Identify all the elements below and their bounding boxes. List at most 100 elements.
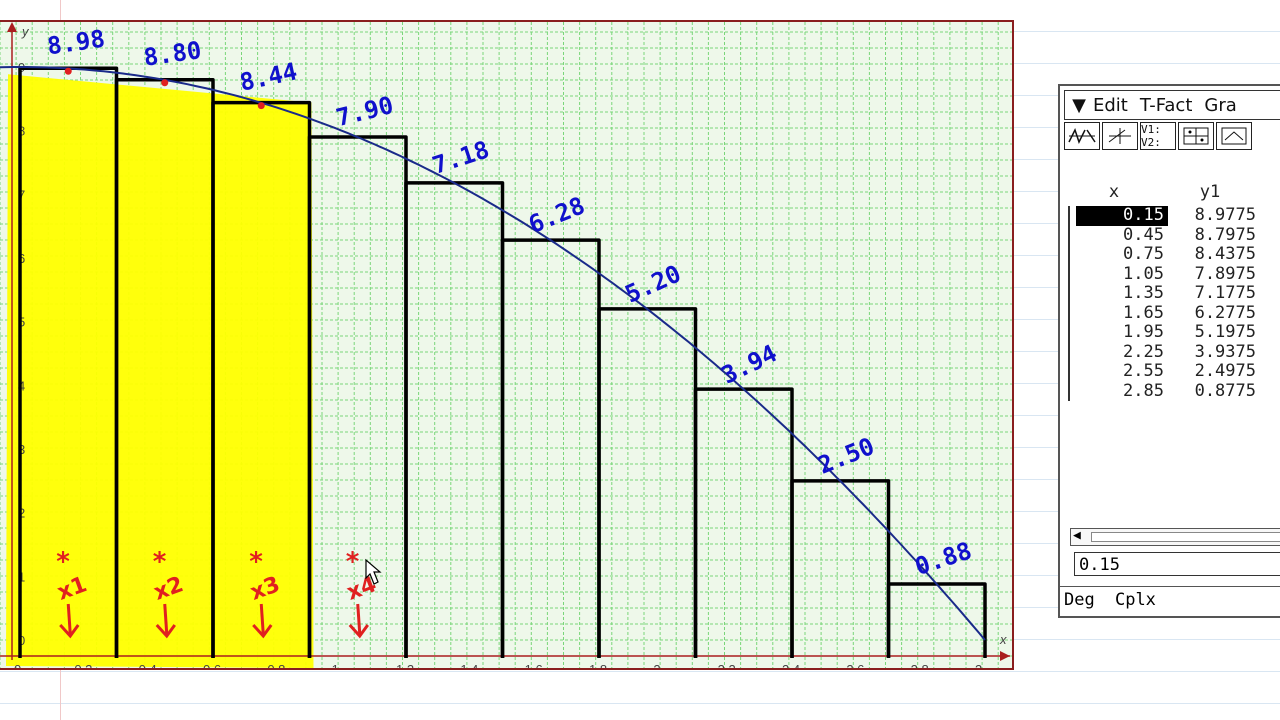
x-tick-label: 1 — [332, 662, 339, 668]
table-row[interactable]: 1.35 7.1775 — [1076, 283, 1280, 304]
calculator-menubar: ▼ Edit T-Fact Gra — [1064, 90, 1280, 120]
calculator-table-panel[interactable]: ▼ Edit T-Fact Gra V1: V2: x y1 0.15 8.977… — [1058, 84, 1280, 618]
calculator-toolbar: V1: V2: — [1064, 122, 1280, 152]
highlight-region — [6, 74, 314, 668]
graph-icon[interactable] — [1064, 122, 1100, 150]
down-arrow-head — [155, 623, 176, 639]
scroll-left-icon[interactable]: ◀ — [1073, 528, 1081, 543]
cell-y1[interactable]: 8.9775 — [1194, 205, 1256, 225]
hand-cursor — [365, 558, 382, 585]
down-arrow — [356, 603, 362, 635]
x-tick-label: 0.6 — [203, 662, 221, 668]
star-marker: * — [346, 547, 360, 577]
bar — [693, 387, 794, 658]
table-row[interactable]: 1.65 6.2775 — [1076, 302, 1280, 324]
x-tick-label: 1.8 — [589, 662, 607, 668]
bar-value-label: 7.90 — [333, 91, 396, 132]
angle-mode-status: Deg — [1064, 590, 1095, 610]
yellow-highlight — [6, 74, 314, 668]
bar-value-label: 5.20 — [621, 260, 685, 309]
menu-t-fact[interactable]: T-Fact — [1139, 94, 1193, 116]
table-row[interactable]: 1.05 7.8975 — [1076, 263, 1280, 285]
x-tick-label: 2.4 — [782, 662, 800, 668]
x-tick-label: 2.6 — [846, 662, 864, 668]
x-tick-label: 2 — [653, 662, 660, 668]
table-graph-icon[interactable] — [1102, 122, 1138, 150]
cell-y1[interactable]: 8.7975 — [1194, 224, 1256, 245]
cell-y1[interactable]: 2.4975 — [1194, 361, 1256, 381]
sample-point — [161, 79, 169, 87]
sample-point — [64, 67, 72, 75]
cell-x[interactable]: 2.55 — [1123, 361, 1164, 381]
column-header-y1: y1 — [1199, 182, 1221, 202]
bar-value-label: 2.50 — [814, 432, 878, 480]
menu-chevron-icon[interactable]: ▼ — [1072, 94, 1086, 116]
star-marker: * — [153, 547, 167, 577]
x-axis-label: x — [999, 632, 1007, 647]
status-bar: Deg Cplx — [1060, 586, 1280, 612]
bar-value-label: 8.44 — [237, 57, 299, 96]
down-arrow — [66, 603, 72, 635]
scroll-thumb[interactable] — [1091, 532, 1280, 542]
cell-x[interactable]: 1.95 — [1123, 322, 1164, 342]
cell-x[interactable]: 0.45 — [1123, 224, 1164, 245]
horizontal-scrollbar[interactable]: ◀ — [1070, 528, 1280, 546]
star-marker: * — [249, 547, 263, 577]
cell-y1[interactable]: 3.9375 — [1194, 341, 1256, 362]
cell-y1[interactable]: 8.4375 — [1194, 244, 1256, 264]
grid-icon[interactable] — [1178, 122, 1214, 150]
y-axis-arrow — [7, 22, 17, 32]
bar — [597, 307, 698, 658]
down-arrow — [259, 603, 265, 635]
cell-y1[interactable]: 0.8775 — [1194, 380, 1256, 401]
cell-x[interactable]: 2.25 — [1123, 341, 1164, 362]
x-tick-label: 2.2 — [718, 662, 736, 668]
menu-graph[interactable]: Gra — [1204, 94, 1237, 116]
bar-value-label: 8.98 — [45, 25, 106, 61]
cell-y1[interactable]: 5.1975 — [1194, 322, 1256, 342]
cell-x[interactable]: 2.85 — [1123, 380, 1164, 401]
down-arrow-head — [59, 623, 80, 639]
bar-value-label: 8.80 — [142, 36, 203, 72]
bar — [404, 181, 505, 658]
table-row[interactable]: 2.55 2.4975 — [1076, 361, 1280, 382]
settings-icon[interactable] — [1216, 122, 1252, 150]
function-curve — [0, 66, 986, 641]
cell-x[interactable]: 0.75 — [1123, 244, 1164, 264]
cell-x[interactable]: 1.35 — [1123, 283, 1164, 303]
x-tick-label: 1.4 — [460, 662, 478, 668]
bar-value-label: 6.28 — [525, 191, 589, 239]
cell-y1[interactable]: 7.8975 — [1194, 263, 1256, 284]
x-tick-label: 3 — [975, 662, 982, 668]
table-body: 0.15 8.9775 0.45 8.7975 0.75 8.4375 1.05 7.8975… — [1068, 205, 1280, 402]
cell-x[interactable]: 1.65 — [1123, 302, 1164, 323]
bar — [790, 479, 891, 658]
down-arrow — [163, 603, 169, 635]
graph-canvas[interactable]: x y 0 0.2 0.4 0.6 0.8 1 1.2 1.4 1.6 1.8 2 2.2 2.4 2.6 2.… — [0, 22, 1012, 668]
cell-y1[interactable]: 6.2775 — [1194, 302, 1256, 323]
table-row[interactable]: 0.15 8.9775 — [1076, 205, 1280, 226]
entry-field[interactable]: 0.15 — [1074, 552, 1280, 576]
bar — [500, 238, 601, 658]
v1-v2-icon[interactable]: V1: V2: — [1140, 122, 1176, 150]
table-row[interactable]: 1.95 5.1975 — [1076, 322, 1280, 343]
down-arrow-head — [252, 623, 273, 639]
cell-x[interactable]: 0.15 — [1076, 205, 1168, 226]
table-row[interactable]: 2.25 3.9375 — [1076, 341, 1280, 363]
table-row[interactable]: 0.45 8.7975 — [1076, 224, 1280, 246]
table-row[interactable]: 2.85 0.8775 — [1076, 380, 1280, 402]
cell-y1[interactable]: 7.1775 — [1194, 283, 1256, 303]
star-marker: * — [56, 547, 70, 577]
cell-x[interactable]: 1.05 — [1123, 263, 1164, 284]
table-header: x y1 — [1068, 182, 1280, 202]
curve-line — [0, 66, 986, 641]
down-arrow-head — [348, 623, 369, 639]
hand-cursor-icon — [365, 558, 382, 585]
y-axis-label: y — [21, 24, 30, 39]
x-tick-label: 1.2 — [396, 662, 414, 668]
graph-window[interactable]: x y 0 0.2 0.4 0.6 0.8 1 1.2 1.4 1.6 1.8 2 2.2 2.4 2.6 2.… — [0, 20, 1014, 670]
table-row[interactable]: 0.75 8.4375 — [1076, 244, 1280, 265]
menu-edit[interactable]: Edit — [1093, 94, 1128, 116]
column-header-x: x — [1108, 182, 1120, 202]
x-tick-label: 2.8 — [911, 662, 929, 668]
